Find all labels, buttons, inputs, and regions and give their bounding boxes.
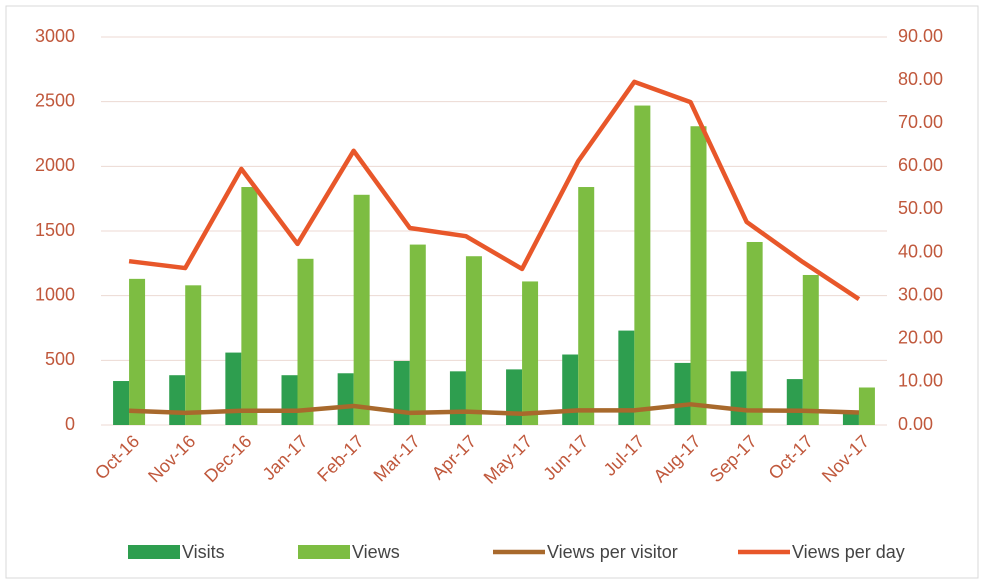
bar	[634, 105, 651, 426]
bar	[674, 362, 691, 425]
bar	[185, 285, 202, 425]
bar	[730, 371, 747, 425]
bar	[802, 274, 819, 425]
bar	[113, 381, 130, 425]
bar	[297, 258, 314, 425]
y-tick-label: 1000	[35, 284, 75, 304]
bar	[281, 375, 298, 425]
bar	[241, 187, 258, 425]
legend-label: Views	[352, 542, 400, 562]
bar	[169, 375, 186, 425]
bar	[409, 244, 426, 425]
line	[128, 402, 859, 417]
y2-tick-label: 50.00	[898, 198, 943, 218]
legend-label: Views per visitor	[547, 542, 678, 562]
y-tick-label: 0	[65, 414, 75, 434]
legend-label: Visits	[182, 542, 225, 562]
bar	[578, 187, 595, 425]
legend-swatch	[298, 545, 350, 559]
bar	[746, 241, 763, 425]
bar	[225, 352, 242, 425]
chart-border	[5, 5, 979, 579]
bar	[522, 281, 539, 425]
y2-tick-label: 90.00	[898, 26, 943, 46]
y2-tick-label: 60.00	[898, 155, 943, 175]
bar	[506, 369, 523, 425]
legend-label: Views per day	[792, 542, 905, 562]
y2-tick-label: 10.00	[898, 371, 943, 391]
bar	[393, 360, 410, 425]
y2-tick-label: 30.00	[898, 284, 943, 304]
bar	[562, 354, 579, 425]
bar	[449, 371, 466, 425]
y-tick-label: 2000	[35, 155, 75, 175]
line	[128, 79, 861, 301]
y-tick-label: 1500	[35, 220, 75, 240]
y2-tick-label: 70.00	[898, 112, 943, 132]
y-tick-label: 3000	[35, 26, 75, 46]
y2-tick-label: 0.00	[898, 414, 933, 434]
bar	[353, 194, 370, 425]
bar	[465, 256, 482, 425]
y-tick-label: 500	[45, 349, 75, 369]
y2-tick-label: 40.00	[898, 241, 943, 261]
bar	[618, 330, 635, 425]
y-tick-label: 2500	[35, 90, 75, 110]
bar	[337, 373, 354, 425]
bar	[129, 278, 146, 425]
legend-swatch	[128, 545, 180, 559]
bar	[786, 379, 803, 425]
y2-tick-label: 20.00	[898, 328, 943, 348]
y2-tick-label: 80.00	[898, 69, 943, 89]
bar	[858, 387, 875, 425]
bar	[690, 126, 707, 426]
